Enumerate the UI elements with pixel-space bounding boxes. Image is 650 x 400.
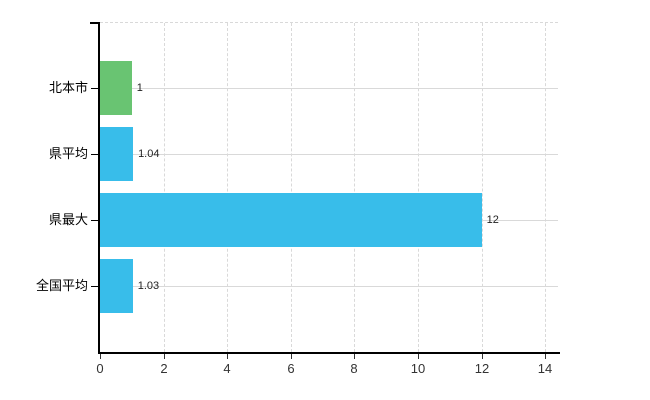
y-axis-tick	[91, 154, 100, 155]
x-axis-tick	[164, 354, 165, 359]
plot-top-border	[100, 22, 558, 23]
y-axis-tick	[91, 286, 100, 287]
bar-value-label: 1.04	[138, 148, 160, 160]
x-tick-label: 14	[537, 361, 553, 376]
y-category-label: 北本市	[48, 80, 88, 95]
x-axis-tick	[291, 354, 292, 359]
y-category-label: 県平均	[48, 146, 88, 161]
gridline-vertical	[227, 23, 228, 352]
gridline-horizontal	[101, 286, 558, 287]
gridline-vertical	[164, 23, 165, 352]
x-tick-label: 0	[96, 361, 104, 376]
y-axis-tick	[91, 220, 100, 221]
gridline-vertical	[354, 23, 355, 352]
x-axis-line	[98, 352, 560, 354]
x-axis-tick	[545, 354, 546, 359]
x-axis-tick	[418, 354, 419, 359]
gridline-vertical	[418, 23, 419, 352]
x-tick-label: 12	[474, 361, 490, 376]
x-tick-label: 6	[287, 361, 295, 376]
y-axis-tick	[91, 88, 100, 89]
x-tick-label: 8	[350, 361, 358, 376]
x-axis-tick	[354, 354, 355, 359]
bar	[100, 127, 134, 181]
y-category-label: 全国平均	[35, 278, 88, 293]
x-axis-tick	[227, 354, 228, 359]
bar	[100, 193, 482, 247]
x-axis-tick	[482, 354, 483, 359]
x-axis-tick	[100, 354, 101, 359]
bar	[100, 61, 132, 115]
gridline-vertical	[291, 23, 292, 352]
y-category-label: 県最大	[48, 212, 88, 227]
gridline-horizontal	[101, 88, 558, 89]
y-axis-end-tick	[90, 22, 98, 24]
x-tick-label: 4	[223, 361, 231, 376]
y-axis-line	[98, 22, 100, 354]
x-tick-label: 10	[410, 361, 426, 376]
bar-value-label: 1.03	[137, 280, 160, 292]
bar	[100, 259, 133, 313]
gridline-vertical	[482, 23, 483, 352]
gridline-vertical	[545, 23, 546, 352]
x-tick-label: 2	[160, 361, 168, 376]
bar-value-label: 12	[486, 214, 499, 226]
gridline-horizontal	[101, 154, 558, 155]
bar-value-label: 1	[136, 82, 143, 94]
